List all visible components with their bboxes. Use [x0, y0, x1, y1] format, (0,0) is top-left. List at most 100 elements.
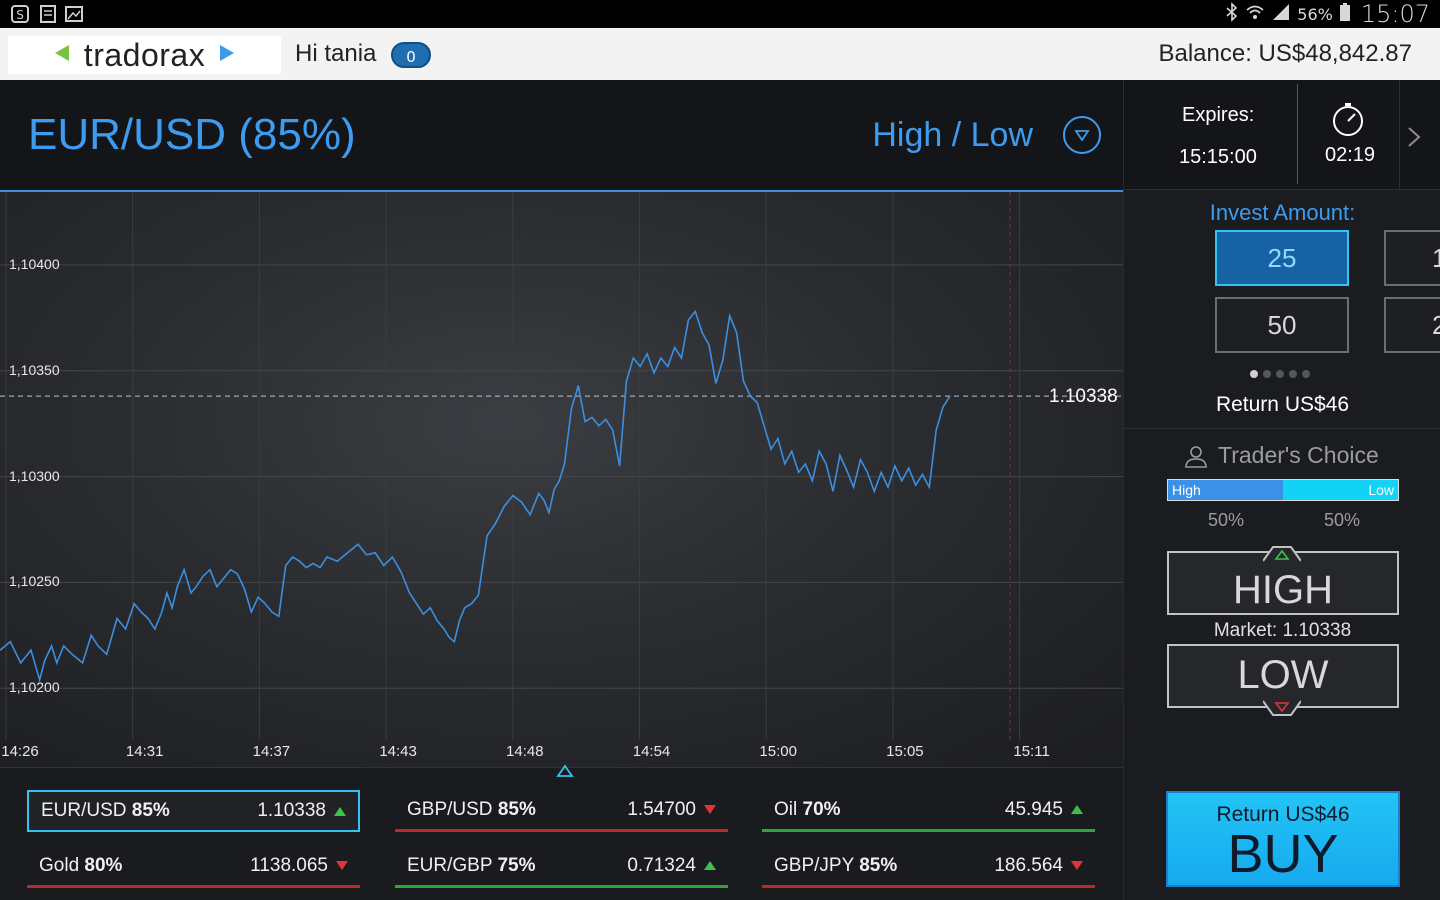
battery-percent: 56% — [1297, 4, 1333, 24]
x-tick-label: 14:48 — [506, 743, 544, 760]
y-tick-label: 1,10400 — [9, 255, 60, 272]
sentiment-bar: High Low — [1167, 479, 1399, 501]
asset-tile-price: 1.10338 — [257, 800, 326, 821]
image-icon — [64, 4, 84, 24]
trend-up-icon — [334, 806, 346, 816]
amount-button-50[interactable]: 50 — [1215, 297, 1349, 353]
asset-tile[interactable]: GBP/USD 85% 1.54700 — [395, 790, 728, 832]
chevron-right-icon[interactable] — [1407, 126, 1421, 148]
sentiment-low-fill — [1283, 480, 1398, 500]
app-bar: tradorax Hi tania 0 Balance: US$48,842.8… — [0, 28, 1440, 80]
sentiment-high-label: High — [1172, 482, 1201, 498]
y-tick-label: 1,10350 — [9, 361, 60, 378]
x-tick-label: 14:26 — [1, 743, 39, 760]
countdown-timer: 02:19 — [1325, 144, 1376, 166]
asset-tile-price-wrap: 1.10338 — [257, 800, 346, 822]
expires-label: Expires: — [1182, 104, 1255, 126]
asset-header: EUR/USD (85%) High / Low — [0, 80, 1123, 192]
status-bar: S 56% 15:07 — [0, 0, 1440, 28]
x-tick-label: 14:54 — [632, 743, 671, 760]
high-button[interactable]: HIGH — [1167, 551, 1399, 615]
asset-tile-price-wrap: 0.71324 — [627, 855, 716, 877]
asset-tile-price: 45.945 — [1004, 798, 1063, 820]
expiry-divider — [1399, 80, 1400, 190]
page-dot — [1263, 370, 1271, 378]
divider — [1124, 428, 1440, 429]
logo-text: tradorax — [83, 36, 206, 73]
asset-tile-name: Gold 80% — [39, 854, 123, 876]
amount-button-partial-bottom[interactable]: 2 — [1384, 297, 1440, 353]
document-icon — [38, 4, 58, 24]
asset-tile-name: EUR/USD 85% — [41, 800, 170, 821]
asset-tile-name: GBP/JPY 85% — [774, 854, 898, 876]
invest-amount-label: Invest Amount: — [1209, 200, 1356, 225]
asset-tile[interactable]: Gold 80% 1138.065 — [27, 846, 360, 888]
asset-tile-price: 0.71324 — [627, 854, 696, 876]
return-amount: Return US$46 — [1215, 393, 1350, 416]
asset-tile-price-wrap: 1138.065 — [250, 855, 348, 877]
amount-button-partial-top[interactable]: 1 — [1384, 230, 1440, 286]
sentiment-low-label: Low — [1368, 482, 1394, 498]
amount-button-25[interactable]: 25 — [1215, 230, 1349, 286]
price-chart-svg — [0, 192, 1123, 740]
skype-icon: S — [10, 4, 30, 24]
trade-panel: Expires: 15:15:00 02:19 Invest Amount: 2… — [1123, 80, 1440, 900]
option-dropdown-button[interactable] — [1063, 116, 1101, 154]
page-dot — [1302, 370, 1310, 378]
asset-tile[interactable]: EUR/USD 85% 1.10338 — [27, 790, 360, 832]
asset-tile-price-wrap: 1.54700 — [627, 799, 716, 821]
down-arrow-icon — [1263, 700, 1301, 716]
y-tick-label: 1,10250 — [9, 573, 60, 590]
x-tick-label: 14:31 — [125, 743, 164, 760]
trend-down-icon — [336, 861, 348, 870]
trend-up-icon — [1071, 805, 1083, 814]
asset-tile-price-wrap: 45.945 — [1005, 799, 1083, 821]
asset-tile[interactable]: Oil 70% 45.945 — [762, 790, 1095, 832]
logo[interactable]: tradorax — [8, 36, 281, 74]
trend-down-icon — [704, 805, 716, 814]
buy-button[interactable]: Return US$46 BUY — [1166, 791, 1400, 887]
sentiment-high-percent: 50% — [1208, 510, 1245, 530]
current-price-label: 1.10338 — [1049, 386, 1118, 408]
expand-up-icon[interactable] — [556, 764, 574, 778]
amount-page-indicator[interactable] — [1250, 370, 1310, 378]
asset-title: EUR/USD (85%) — [28, 110, 356, 159]
trend-down-icon — [1071, 861, 1083, 870]
stopwatch-icon — [1333, 103, 1363, 136]
x-tick-label: 14:43 — [379, 743, 417, 760]
battery-icon — [1339, 2, 1351, 26]
asset-tile-price: 1138.065 — [250, 854, 328, 876]
price-series-line — [0, 309, 951, 683]
asset-tile-name: GBP/USD 85% — [407, 798, 536, 820]
svg-text:S: S — [16, 8, 24, 22]
asset-tile-price-wrap: 186.564 — [994, 855, 1083, 877]
x-tick-label: 15:05 — [886, 743, 924, 760]
asset-tile-name: Oil 70% — [774, 798, 841, 820]
notification-badge[interactable]: 0 — [391, 42, 431, 68]
logo-left-arrow-icon — [54, 44, 70, 66]
expiry-box[interactable]: Expires: 15:15:00 02:19 — [1124, 80, 1440, 190]
page-dot — [1250, 370, 1258, 378]
trend-up-icon — [704, 861, 716, 870]
asset-tile[interactable]: GBP/JPY 85% 186.564 — [762, 846, 1095, 888]
x-tick-label: 15:11 — [1013, 743, 1050, 760]
clock: 15:07 — [1360, 0, 1430, 28]
option-type-selector[interactable]: High / Low — [872, 116, 1033, 154]
low-button[interactable]: LOW — [1167, 644, 1399, 708]
traders-choice: Trader's Choice — [1184, 442, 1379, 469]
market-price: Market: 1.10338 — [1213, 620, 1352, 641]
asset-tile-name: EUR/GBP 75% — [407, 854, 536, 876]
asset-panel: EUR/USD 85% 1.10338 GBP/USD 85% 1.54700 Oil … — [0, 764, 1123, 900]
chevron-down-icon — [1074, 130, 1090, 142]
signal-icon — [1271, 2, 1291, 26]
account-balance: Balance: US$48,842.87 — [1158, 40, 1412, 67]
buy-label: BUY — [1227, 824, 1339, 884]
user-greeting: Hi tania — [295, 40, 377, 67]
asset-tile[interactable]: EUR/GBP 75% 0.71324 — [395, 846, 728, 888]
price-chart[interactable]: 1,10400 1,10350 1,10300 1,10250 1,10200 14:2… — [0, 192, 1123, 767]
expiry-time: 15:15:00 — [1179, 146, 1257, 168]
bluetooth-icon — [1225, 2, 1239, 26]
sentiment-low-percent: 50% — [1324, 510, 1361, 530]
status-right: 56% 15:07 — [1225, 0, 1430, 28]
up-arrow-icon — [1263, 546, 1301, 562]
